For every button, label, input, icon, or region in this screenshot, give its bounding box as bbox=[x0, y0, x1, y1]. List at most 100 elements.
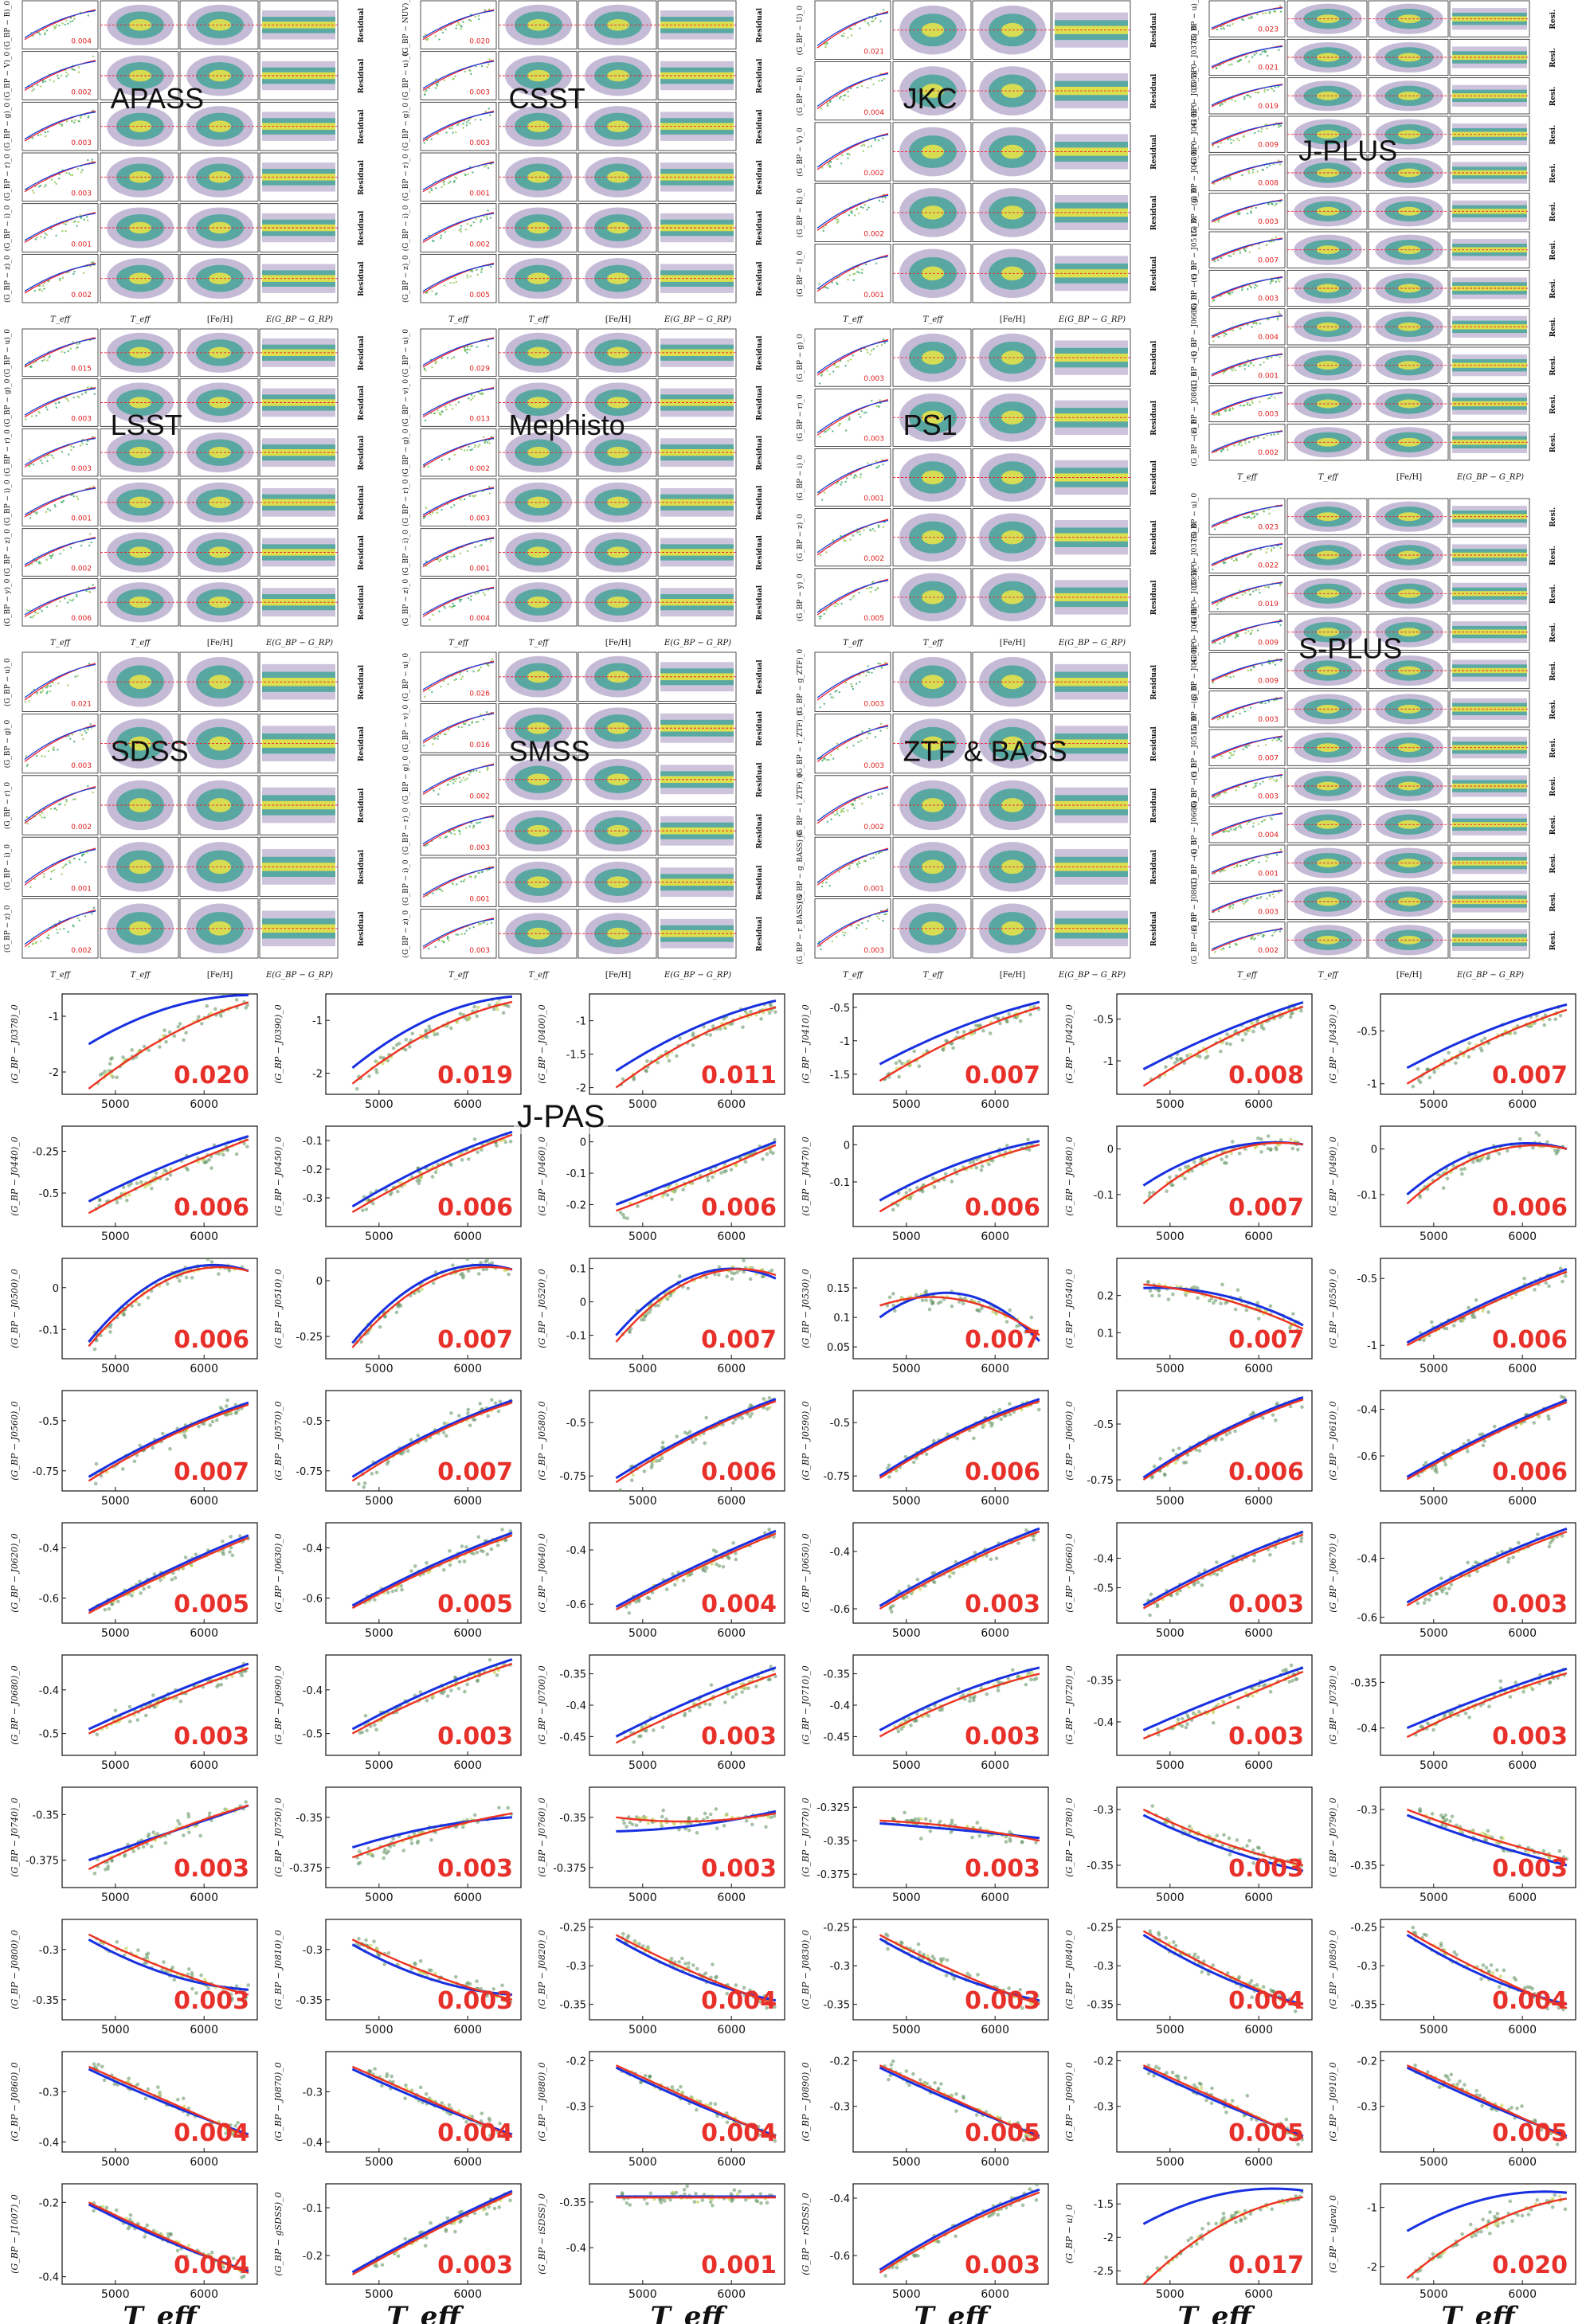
jpas-panel: 5000 6000-0.5-1(G_BP − J0420)_0 0.008 bbox=[1064, 993, 1313, 1111]
teff-panel bbox=[420, 253, 497, 303]
data-point bbox=[71, 19, 74, 22]
rms-label: 0.002 bbox=[863, 824, 884, 831]
residual-axis-label: Residual bbox=[756, 159, 764, 194]
data-point bbox=[453, 453, 456, 456]
data-point bbox=[1223, 831, 1225, 833]
data-point bbox=[953, 1168, 957, 1172]
data-point bbox=[1229, 291, 1232, 295]
data-point bbox=[1244, 516, 1247, 519]
x-tick-label: 5000 bbox=[1156, 1230, 1185, 1243]
rms-label: 0.004 bbox=[71, 38, 92, 46]
data-point bbox=[1250, 1021, 1254, 1025]
rms-label: 0.002 bbox=[71, 824, 92, 831]
ylabel: (G_BP − r)_0 bbox=[3, 154, 12, 201]
data-point bbox=[1243, 368, 1246, 370]
blue-curve bbox=[816, 519, 889, 554]
data-point bbox=[1226, 716, 1229, 718]
density-core bbox=[660, 827, 734, 835]
y-axis-label: (G_BP − J0490)_0 bbox=[1328, 1137, 1338, 1215]
data-point bbox=[1028, 1012, 1032, 1017]
data-point bbox=[823, 491, 826, 494]
data-point bbox=[37, 31, 40, 34]
data-point bbox=[1248, 744, 1251, 747]
data-point bbox=[862, 150, 864, 152]
data-point bbox=[503, 1140, 508, 1144]
data-point bbox=[884, 197, 887, 199]
data-point bbox=[474, 119, 476, 121]
data-point bbox=[486, 869, 488, 871]
data-point bbox=[427, 465, 429, 468]
data-point bbox=[1264, 12, 1267, 14]
data-point bbox=[25, 816, 28, 819]
data-point bbox=[846, 153, 848, 155]
data-point bbox=[438, 788, 441, 790]
data-point bbox=[841, 931, 844, 933]
blue-curve bbox=[422, 338, 495, 366]
data-point bbox=[84, 390, 87, 393]
data-point bbox=[429, 191, 431, 194]
data-point bbox=[1232, 329, 1235, 332]
data-point bbox=[482, 436, 485, 439]
data-point bbox=[1247, 401, 1249, 405]
data-point bbox=[1242, 135, 1245, 138]
data-point bbox=[90, 541, 92, 544]
data-point bbox=[61, 867, 65, 869]
data-point bbox=[41, 289, 43, 292]
data-point bbox=[433, 789, 435, 792]
data-point bbox=[430, 1175, 435, 1179]
data-point bbox=[1247, 17, 1250, 19]
data-point bbox=[57, 77, 60, 80]
blue-curve bbox=[1211, 276, 1283, 299]
data-point bbox=[73, 18, 76, 20]
ylabel: (G_BP − z)_0 bbox=[3, 905, 12, 953]
blue-curve bbox=[88, 993, 249, 1046]
data-point bbox=[80, 393, 84, 396]
data-point bbox=[1268, 397, 1271, 400]
blue-curve bbox=[422, 162, 495, 190]
data-point bbox=[109, 1073, 113, 1077]
density-core bbox=[660, 399, 734, 406]
y-axis-label: (G_BP − J0460)_0 bbox=[537, 1137, 547, 1215]
data-point bbox=[1416, 1066, 1420, 1071]
density-core bbox=[1055, 533, 1128, 542]
data-point bbox=[1217, 146, 1220, 148]
data-point bbox=[1275, 780, 1278, 783]
data-point bbox=[828, 162, 830, 165]
density-core bbox=[262, 224, 335, 232]
data-point bbox=[1242, 748, 1244, 751]
data-point bbox=[1251, 56, 1254, 58]
data-point bbox=[242, 1141, 246, 1146]
data-point bbox=[1250, 362, 1252, 364]
density-core bbox=[262, 349, 335, 357]
data-point bbox=[1265, 551, 1268, 554]
data-point bbox=[884, 661, 887, 664]
data-point bbox=[457, 726, 460, 728]
data-point bbox=[1220, 256, 1223, 260]
residual-axis-label: Residual bbox=[756, 109, 764, 144]
residual-axis-label: Resi. bbox=[1549, 86, 1557, 106]
data-point bbox=[1256, 92, 1259, 94]
data-point bbox=[1251, 936, 1255, 938]
data-point bbox=[840, 96, 842, 98]
data-point bbox=[1262, 935, 1264, 938]
data-point bbox=[455, 678, 457, 681]
data-point bbox=[1028, 1005, 1032, 1009]
x-tick-label: 5000 bbox=[892, 1098, 921, 1111]
data-point bbox=[484, 1267, 489, 1272]
data-point bbox=[823, 226, 825, 229]
data-point bbox=[470, 225, 472, 227]
data-point bbox=[443, 180, 445, 183]
residual-axis-label: Residual bbox=[756, 659, 764, 694]
data-point bbox=[1223, 640, 1225, 644]
data-point bbox=[1251, 400, 1253, 402]
data-point bbox=[80, 171, 83, 174]
data-point bbox=[177, 1279, 182, 1283]
data-point bbox=[455, 777, 458, 781]
data-point bbox=[1217, 219, 1220, 221]
teff-panel bbox=[1208, 536, 1286, 574]
data-point bbox=[55, 24, 58, 26]
data-point bbox=[769, 1004, 773, 1007]
data-point bbox=[1231, 407, 1234, 409]
